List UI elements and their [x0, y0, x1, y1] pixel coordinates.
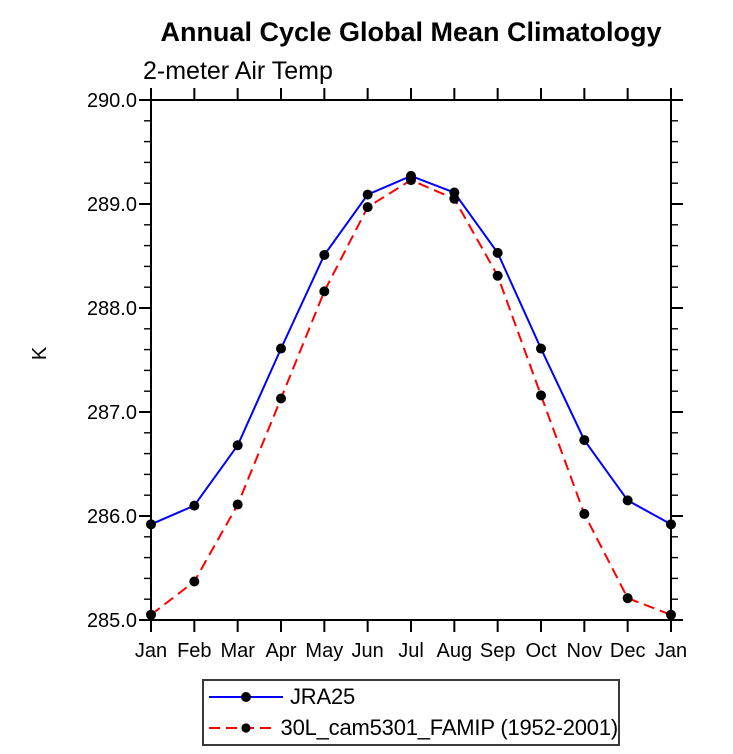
chart-subtitle: 2-meter Air Temp [143, 57, 333, 85]
legend-marker-dot [241, 723, 251, 733]
x-tick-label: Jul [398, 640, 424, 662]
x-tick-label: May [305, 640, 343, 662]
data-point-marker [536, 343, 546, 354]
x-tick-label: Aug [437, 640, 473, 662]
x-tick-label: Feb [177, 640, 211, 662]
legend-item-famip: 30L_cam5301_FAMIP (1952-2001) [207, 713, 618, 744]
data-point-marker [666, 609, 676, 620]
legend-label-famip: 30L_cam5301_FAMIP (1952-2001) [280, 715, 619, 740]
y-tick-label: 288.0 [87, 298, 137, 320]
data-point-marker [146, 609, 156, 620]
data-point-marker [276, 393, 286, 404]
data-point-marker [579, 508, 590, 519]
x-tick-label: Nov [567, 640, 603, 662]
y-tick-label: 286.0 [87, 506, 137, 528]
x-tick-label: Apr [265, 640, 296, 662]
data-point-marker [449, 193, 460, 204]
y-tick-label: 290.0 [87, 90, 137, 112]
y-tick-label: 289.0 [87, 194, 137, 216]
legend-label-jra25: JRA25 [290, 684, 356, 709]
data-point-marker [319, 286, 330, 297]
data-point-marker [146, 519, 156, 530]
x-tick-label: Sep [480, 640, 516, 662]
x-tick-label: Mar [220, 640, 255, 662]
data-point-marker [362, 202, 373, 213]
x-tick-label: Jan [135, 640, 167, 662]
data-point-marker [232, 499, 243, 510]
series-line-jra25 [150, 174, 672, 526]
data-point-marker [666, 519, 676, 530]
legend-line-sample-dashed [209, 723, 276, 733]
data-point-marker [406, 175, 416, 186]
data-point-marker [276, 343, 286, 354]
legend-item-jra25: JRA25 [207, 682, 618, 713]
data-point-marker [189, 576, 200, 587]
data-point-marker [492, 270, 503, 281]
legend-line-sample-solid [209, 692, 283, 702]
data-point-marker [536, 390, 546, 401]
x-tick-label: Oct [525, 640, 557, 662]
x-tick-label: Dec [610, 640, 646, 662]
y-tick-label: 285.0 [87, 610, 137, 632]
data-point-marker [362, 189, 373, 200]
data-point-marker [622, 593, 633, 604]
x-tick-label: Jun [352, 640, 384, 662]
data-point-marker [492, 247, 503, 258]
chart-title: Annual Cycle Global Mean Climatology [160, 17, 662, 47]
x-tick-label: Jan [655, 640, 687, 662]
data-point-marker [622, 495, 633, 506]
data-point-marker [579, 435, 590, 446]
legend-marker-dot [241, 692, 251, 702]
y-tick-label: 287.0 [87, 402, 137, 424]
data-point-marker [232, 440, 243, 451]
legend-box: JRA25 30L_cam5301_FAMIP (1952-2001) [202, 679, 620, 746]
series-line-famip [150, 178, 672, 616]
data-point-marker [319, 249, 330, 260]
data-point-marker [189, 500, 200, 511]
